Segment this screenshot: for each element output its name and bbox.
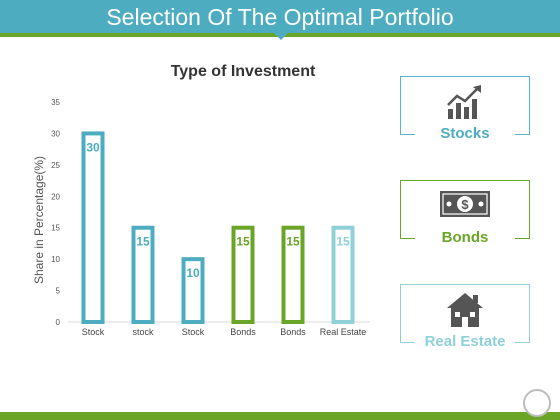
x-tick-label: Bonds: [280, 327, 306, 337]
y-tick-label: 25: [51, 161, 60, 170]
dollar-bill-icon: $: [401, 187, 529, 226]
x-tick-label: Stock: [182, 327, 205, 337]
y-tick-label: 35: [51, 98, 60, 107]
real-estate-card[interactable]: Real Estate: [400, 284, 530, 351]
data-label: 15: [136, 235, 150, 249]
bar: [331, 225, 355, 324]
bonds-label: Bonds: [415, 229, 515, 247]
bonds-card[interactable]: $ Bonds: [400, 180, 530, 247]
y-tick-label: 5: [56, 287, 61, 296]
growth-chart-icon: [401, 83, 529, 128]
bar: [81, 131, 105, 324]
bar: [181, 257, 205, 324]
svg-text:$: $: [461, 197, 469, 212]
footer-bar: [0, 412, 560, 420]
x-tick-label: Bonds: [230, 327, 256, 337]
y-axis-ticks: 0 5 10 15 20 25 30 35: [51, 98, 60, 327]
house-icon: [401, 291, 529, 334]
nav-circle-button[interactable]: [523, 389, 551, 417]
y-tick-label: 15: [51, 224, 60, 233]
y-tick-label: 30: [51, 129, 60, 138]
header-pointer: [274, 33, 288, 40]
bar: [231, 225, 255, 324]
y-axis-label: Share in Percentage(%): [32, 156, 46, 284]
data-label: 15: [236, 235, 250, 249]
bar: [281, 225, 305, 324]
header-bar: [0, 0, 560, 33]
data-label: 15: [286, 235, 300, 249]
data-label: 15: [336, 235, 350, 249]
x-tick-label: Real Estate: [320, 327, 367, 337]
page-title: Selection Of The Optimal Portfolio: [106, 4, 454, 30]
x-tick-label: Stock: [82, 327, 105, 337]
data-label: 10: [186, 266, 200, 280]
bar-series: 30 15 10 15 15 15: [81, 131, 355, 324]
x-tick-label: stock: [132, 327, 154, 337]
y-tick-label: 0: [56, 318, 61, 327]
real-estate-label: Real Estate: [415, 333, 515, 351]
x-axis-ticks: Stock stock Stock Bonds Bonds Real Estate: [82, 327, 367, 337]
investment-chart: Type of Investment Share in Percentage(%…: [32, 63, 370, 337]
data-label: 30: [86, 140, 100, 154]
y-tick-label: 20: [51, 192, 60, 201]
stocks-card[interactable]: Stocks: [400, 76, 530, 143]
y-tick-label: 10: [51, 255, 60, 264]
stocks-label: Stocks: [415, 125, 515, 143]
bar: [131, 225, 155, 324]
chart-title: Type of Investment: [171, 63, 316, 80]
